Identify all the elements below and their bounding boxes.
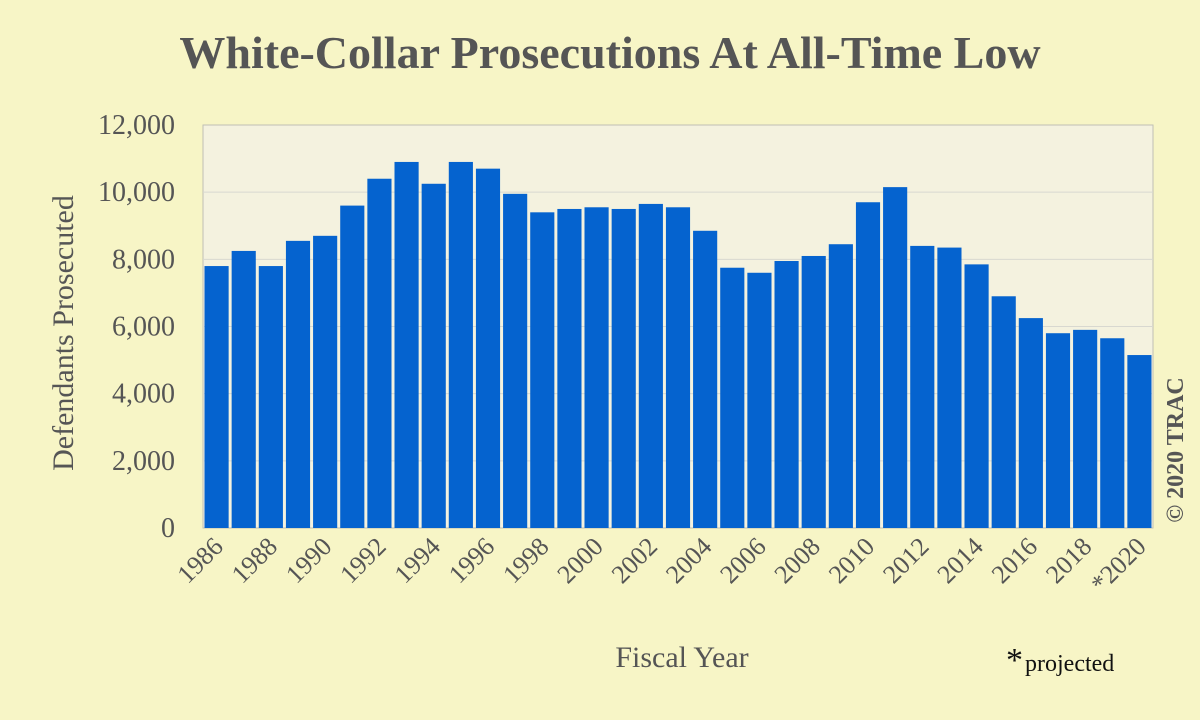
chart-title: White-Collar Prosecutions At All-Time Lo… (179, 27, 1040, 78)
y-tick-label: 8,000 (112, 244, 175, 275)
bars (204, 161, 1152, 529)
x-tick-label: 2014 (932, 532, 989, 589)
x-tick-label: 2004 (660, 532, 717, 589)
bar-2009 (828, 244, 853, 529)
footnote-text: projected (1025, 651, 1114, 677)
bar-2012 (910, 245, 935, 528)
x-tick-label: 1994 (389, 532, 446, 589)
x-tick-label: 2012 (877, 532, 934, 589)
bar-2001 (611, 208, 636, 529)
bar-2000 (584, 207, 609, 528)
x-axis-label: Fiscal Year (615, 641, 748, 674)
bar-1998 (530, 212, 555, 529)
y-tick-label: 12,000 (98, 110, 175, 141)
bar-1994 (421, 183, 446, 529)
bar-2011 (883, 187, 908, 529)
bar-2005 (720, 267, 745, 528)
x-tick-label: 1996 (443, 532, 500, 589)
bar-2014 (964, 264, 989, 528)
bar-2007 (774, 261, 799, 528)
x-tick-label: 2000 (552, 532, 609, 589)
x-tick-label: 2010 (823, 532, 880, 589)
bar-1999 (557, 208, 582, 529)
bar-1992 (367, 178, 392, 528)
bar-2004 (693, 230, 718, 528)
bar-2020 (1127, 355, 1152, 528)
bar-1995 (448, 161, 473, 529)
bar-1996 (475, 168, 501, 529)
bar-1988 (258, 266, 283, 528)
footnote-star: * (1006, 642, 1023, 679)
x-tick-label: 1990 (280, 532, 337, 589)
bar-1986 (204, 266, 229, 528)
copyright-notice: © 2020 TRAC (1163, 377, 1189, 523)
y-tick-label: 10,000 (98, 177, 175, 208)
bar-1989 (285, 240, 311, 529)
bar-1991 (340, 205, 365, 528)
bar-1987 (231, 250, 256, 528)
bar-2010 (855, 202, 881, 528)
x-tick-label: 1998 (497, 532, 554, 589)
bar-2002 (638, 203, 663, 528)
bar-2016 (1018, 318, 1043, 528)
bar-2008 (801, 255, 826, 528)
x-tick-label: 2006 (714, 532, 771, 589)
x-tick-label: 2002 (606, 532, 663, 589)
x-tick-label: 2016 (986, 532, 1043, 589)
bar-1997 (503, 193, 528, 529)
y-tick-label: 6,000 (112, 312, 175, 343)
bar-2019 (1100, 338, 1125, 528)
x-tick-label: 1992 (334, 532, 391, 589)
bar-2018 (1073, 329, 1098, 528)
y-tick-label: 0 (161, 513, 175, 544)
projected-footnote: *projected (1006, 642, 1114, 679)
bar-2017 (1045, 333, 1071, 528)
x-tick-label: *2020 (1085, 532, 1151, 598)
bar-1993 (394, 161, 419, 529)
bar-2015 (991, 296, 1016, 528)
x-tick-label: 1988 (226, 532, 283, 589)
x-tick-label: 2008 (769, 532, 826, 589)
bar-2003 (665, 207, 691, 528)
bar-2006 (747, 272, 772, 528)
x-tick-label: 1986 (172, 532, 229, 589)
y-axis-ticks: 0 2,000 4,000 6,000 8,000 10,000 12,000 (98, 110, 175, 544)
y-tick-label: 2,000 (112, 446, 175, 477)
bar-1990 (313, 235, 338, 528)
y-axis-label: Defendants Prosecuted (47, 195, 80, 471)
y-tick-label: 4,000 (112, 379, 175, 410)
x-axis-ticks: 1986198819901992199419961998200020022004… (172, 532, 1152, 598)
bar-2013 (937, 247, 962, 528)
